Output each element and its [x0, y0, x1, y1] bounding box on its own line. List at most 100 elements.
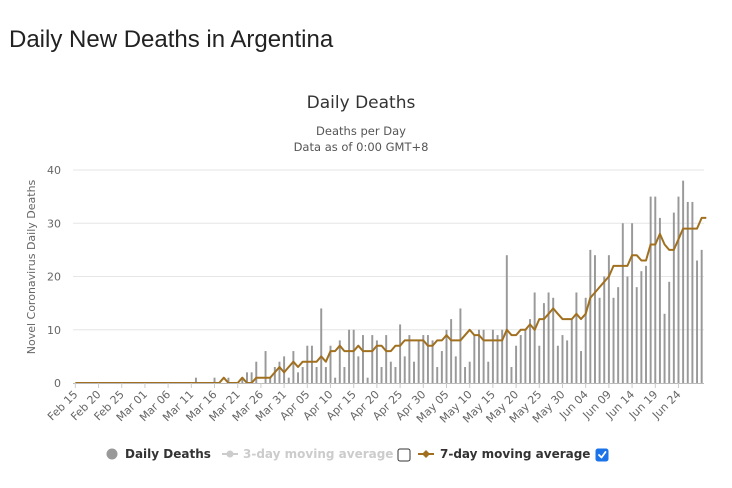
legend-3day-checkbox[interactable]	[397, 448, 411, 462]
bar	[194, 377, 197, 383]
bar	[533, 292, 536, 383]
bar	[310, 345, 313, 383]
bar	[640, 271, 643, 383]
bar	[306, 345, 309, 383]
bar	[589, 249, 592, 383]
chart-legend: Daily Deaths 3-day moving average 7-day mo…	[106, 447, 609, 462]
checkmark-icon	[598, 451, 607, 459]
bar	[241, 377, 244, 383]
bar	[264, 351, 267, 383]
bar	[273, 367, 276, 383]
y-tick-label: 20	[47, 271, 61, 284]
legend-3day-label[interactable]: 3-day moving average	[243, 447, 393, 461]
seven-day-average-line	[75, 216, 707, 384]
bar	[408, 335, 411, 383]
moving-average-lines	[75, 216, 707, 384]
bar	[371, 335, 374, 383]
bar	[649, 196, 652, 383]
bar	[487, 361, 490, 383]
bar	[593, 255, 596, 383]
legend-7day-label[interactable]: 7-day moving average	[440, 447, 590, 461]
bar	[417, 340, 420, 383]
legend-daily-deaths-symbol	[106, 448, 118, 460]
bar	[301, 367, 304, 383]
legend-7day-checkbox[interactable]	[595, 448, 609, 462]
bar	[348, 329, 351, 383]
bar	[496, 335, 499, 383]
bar	[603, 276, 606, 383]
bar	[626, 276, 629, 383]
bar	[385, 335, 388, 383]
bar	[668, 281, 671, 383]
bar	[287, 377, 290, 383]
bar	[696, 260, 699, 383]
bar	[682, 180, 685, 383]
bar	[436, 367, 439, 383]
bar	[426, 335, 429, 383]
legend-7day-symbol	[422, 450, 430, 458]
bar	[246, 372, 248, 383]
bar	[454, 356, 457, 383]
bar	[255, 361, 258, 383]
bar	[570, 319, 573, 383]
bar	[329, 345, 332, 383]
bar	[617, 287, 620, 383]
bar	[366, 377, 369, 383]
bar	[334, 377, 337, 383]
bar	[362, 335, 364, 383]
bar	[547, 292, 550, 383]
bar	[357, 356, 360, 383]
y-tick-label: 30	[47, 217, 61, 230]
bar	[380, 367, 383, 383]
bar	[482, 329, 485, 383]
bar	[431, 340, 434, 383]
bar	[654, 196, 657, 383]
bar	[515, 345, 518, 383]
bar	[505, 255, 508, 383]
bar	[524, 329, 527, 383]
bar	[519, 335, 522, 383]
bar	[575, 292, 578, 383]
bar	[278, 361, 281, 383]
legend-daily-deaths-label[interactable]: Daily Deaths	[125, 447, 211, 461]
bar	[584, 297, 587, 383]
bar	[343, 367, 346, 383]
bar	[598, 297, 601, 383]
bar	[691, 201, 694, 383]
bar	[473, 335, 476, 383]
bar	[631, 223, 634, 383]
bar	[621, 223, 624, 383]
bar	[227, 377, 230, 383]
chart-subtitle-line-2: Data as of 0:00 GMT+8	[294, 140, 429, 154]
bar	[450, 319, 453, 383]
bar	[566, 340, 569, 383]
bar	[464, 367, 467, 383]
bar	[338, 340, 341, 383]
bar	[538, 345, 541, 383]
bar	[658, 217, 661, 383]
legend-3day-symbol	[226, 450, 234, 458]
bar	[292, 351, 295, 383]
bar	[468, 361, 471, 383]
bar	[422, 335, 425, 383]
bar	[477, 329, 480, 383]
bar	[399, 324, 402, 383]
bar	[269, 377, 272, 383]
bar	[315, 367, 318, 383]
y-axis-ticks: 0 10 20 30 40	[47, 164, 61, 390]
chart-title: Daily Deaths	[307, 93, 416, 113]
bar	[250, 372, 253, 383]
bar	[394, 367, 397, 383]
bar	[440, 351, 443, 383]
bar	[542, 303, 545, 383]
y-tick-label: 0	[54, 377, 61, 390]
page-title: Daily New Deaths in Argentina	[9, 26, 334, 53]
bar	[612, 297, 615, 383]
bar	[677, 196, 680, 383]
chart-subtitle-line-1: Deaths per Day	[316, 124, 406, 138]
bar	[672, 212, 675, 383]
bar	[403, 356, 406, 383]
bar	[663, 313, 666, 383]
bar	[297, 372, 300, 383]
